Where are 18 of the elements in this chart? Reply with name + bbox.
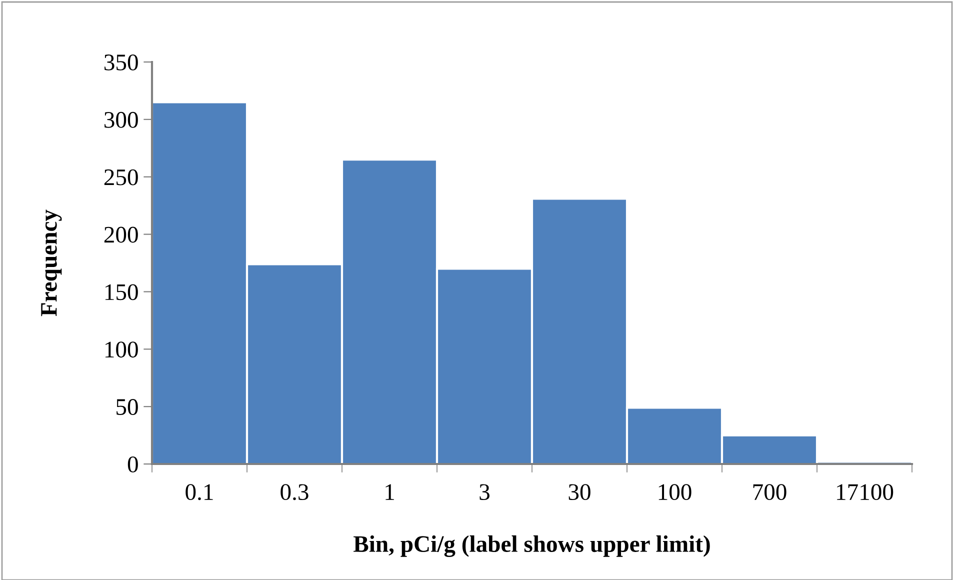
- x-tick-label: 30: [568, 484, 590, 500]
- y-tick-label: 50: [116, 399, 138, 415]
- x-axis-title: Bin, pCi/g (label shows upper limit): [354, 535, 710, 558]
- x-tick-label: 17100: [837, 484, 894, 500]
- x-tick-label: 700: [753, 484, 786, 500]
- y-axis-title: Frequency: [41, 210, 62, 316]
- y-tick-label: 0: [128, 456, 138, 472]
- x-tick-label: 100: [658, 484, 692, 500]
- x-tick-label: 1: [386, 484, 394, 500]
- y-tick-label: 200: [104, 226, 138, 243]
- x-tick-label: 0.1: [186, 484, 213, 500]
- y-tick-label: 250: [104, 169, 138, 186]
- y-tick-label: 300: [104, 112, 138, 128]
- y-tick-label: 150: [105, 284, 138, 300]
- y-tick-label: 100: [105, 342, 138, 358]
- x-tick-label: 3: [480, 484, 490, 500]
- y-tick-label: 350: [104, 54, 138, 70]
- x-tick-label: 0.3: [280, 484, 308, 500]
